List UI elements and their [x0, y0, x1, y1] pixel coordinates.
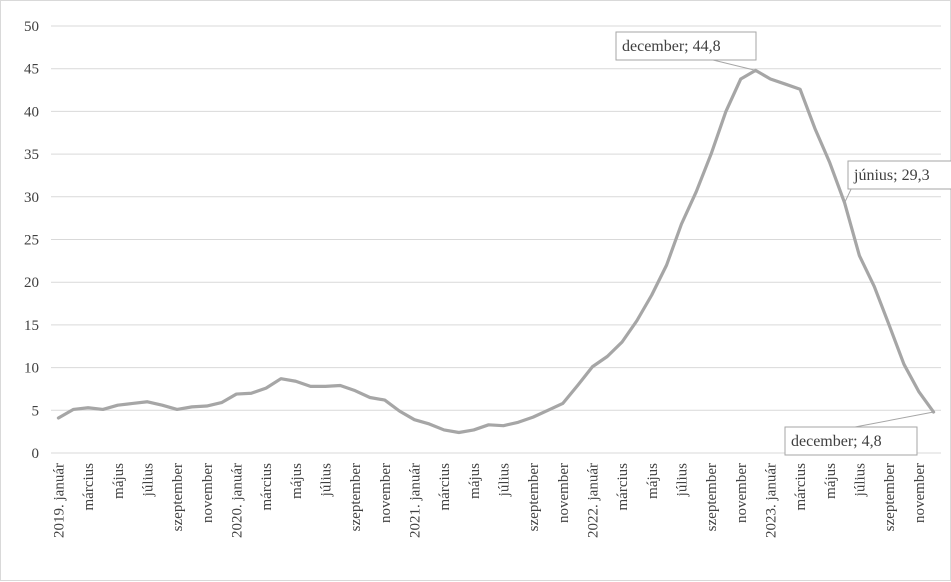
annotation-leader: [712, 59, 756, 71]
x-tick-label: március: [437, 463, 453, 511]
x-tick-label: március: [81, 463, 97, 511]
x-tick-label: 2021. január: [407, 463, 423, 538]
y-tick-label: 30: [24, 190, 39, 206]
x-tick-label: március: [259, 463, 275, 511]
y-tick-label: 25: [24, 233, 39, 249]
x-tick-label: november: [734, 463, 750, 523]
annotation-box: [847, 160, 951, 190]
annotation-leader: [854, 411, 934, 428]
x-tick-label: szeptember: [348, 463, 364, 531]
x-tick-label: május: [467, 463, 483, 499]
x-tick-label: 2020. január: [229, 463, 245, 538]
y-tick-label: 35: [24, 147, 39, 163]
x-tick-label: július: [318, 463, 334, 498]
series-line: [56, 68, 936, 435]
x-tick-label: július: [674, 463, 690, 498]
x-tick-label: március: [615, 463, 631, 511]
x-tick-label: szeptember: [882, 463, 898, 531]
x-tick-label: július: [852, 463, 868, 498]
y-tick-label: 10: [24, 361, 39, 377]
x-tick-label: szeptember: [704, 463, 720, 531]
data-label: június; 29,3: [853, 167, 930, 184]
y-tick-label: 5: [32, 403, 40, 419]
x-tick-label: november: [378, 463, 394, 523]
x-tick-label: 2023. január: [763, 463, 779, 538]
y-tick-label: 50: [24, 19, 39, 35]
data-label: december; 44,8: [622, 38, 721, 55]
annotation-box: [615, 31, 757, 61]
y-tick-label: 20: [24, 275, 39, 291]
annotation-box: [784, 426, 918, 456]
data-label: december; 4,8: [791, 433, 882, 450]
x-tick-label: november: [912, 463, 928, 523]
y-tick-label: 40: [24, 104, 39, 120]
x-tick-label: szeptember: [526, 463, 542, 531]
y-tick-label: 0: [32, 446, 40, 462]
x-tick-label: március: [793, 463, 809, 511]
x-tick-label: 2019. január: [51, 463, 67, 538]
x-tick-label: július: [140, 463, 156, 498]
x-tick-label: 2022. január: [585, 463, 601, 538]
x-tick-label: szeptember: [170, 463, 186, 531]
x-tick-label: november: [200, 463, 216, 523]
x-tick-label: május: [289, 463, 305, 499]
x-tick-label: május: [111, 463, 127, 499]
y-tick-label: 45: [24, 62, 39, 78]
x-tick-label: május: [645, 463, 661, 499]
x-tick-label: november: [556, 463, 572, 523]
x-tick-label: július: [496, 463, 512, 498]
x-tick-label: május: [823, 463, 839, 499]
y-tick-label: 15: [24, 318, 39, 334]
